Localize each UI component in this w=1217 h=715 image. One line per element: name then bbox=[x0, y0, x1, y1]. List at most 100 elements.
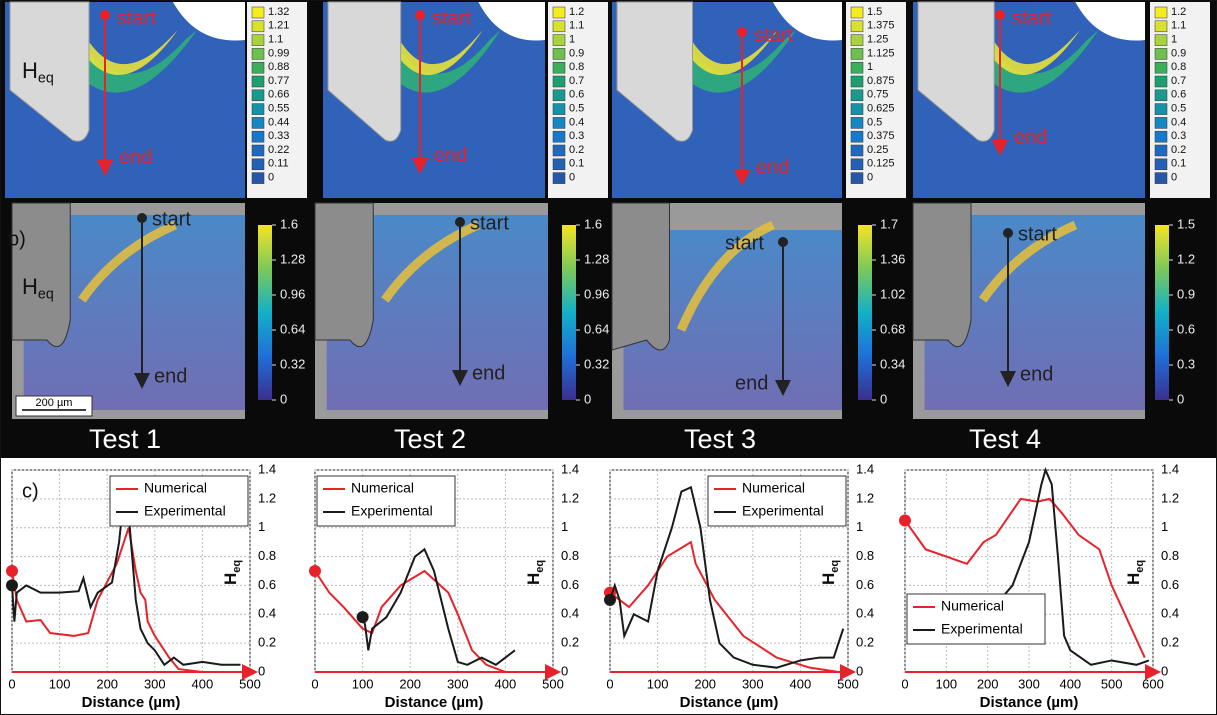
legend-box bbox=[707, 475, 847, 527]
colorbar-swatch bbox=[552, 20, 566, 33]
colorbar bbox=[562, 225, 576, 400]
colorbar-swatch bbox=[251, 172, 265, 184]
colorbar bbox=[858, 225, 872, 400]
y-tick-label: 1 bbox=[856, 519, 863, 534]
colorbar bbox=[1155, 225, 1169, 400]
colorbar-swatch bbox=[850, 6, 864, 19]
start-marker bbox=[309, 565, 321, 577]
data-line bbox=[361, 547, 516, 666]
x-tick-label: 400 bbox=[1059, 676, 1081, 691]
colorbar-tick-label: 0 bbox=[584, 391, 591, 406]
colorbar-swatch bbox=[1154, 61, 1168, 74]
colorbar-swatch bbox=[1154, 34, 1168, 46]
x-tick-label: 300 bbox=[742, 676, 764, 691]
x-tick-label: 0 bbox=[606, 676, 613, 691]
colorbar-tick-label: 1.5 bbox=[1177, 216, 1195, 231]
end-label: end bbox=[472, 362, 505, 384]
start-marker bbox=[6, 579, 18, 592]
colorbar-tick-label: 1.32 bbox=[268, 6, 289, 18]
colorbar-tick-label: 1.36 bbox=[880, 251, 905, 266]
heq-label: Heq bbox=[819, 560, 841, 585]
colorbar-tick-label: 0.75 bbox=[867, 89, 888, 101]
x-tick-label: 200 bbox=[96, 676, 118, 691]
colorbar-tick-label: 0 bbox=[867, 172, 873, 184]
y-tick-label: 1.2 bbox=[1161, 490, 1179, 505]
x-tick-label: 400 bbox=[790, 676, 812, 691]
legend-box bbox=[316, 475, 456, 527]
colorbar-swatch bbox=[850, 158, 864, 171]
x-tick-label: 200 bbox=[977, 676, 999, 691]
colorbar-tick-label: 0.8 bbox=[1171, 61, 1186, 73]
colorbar-tick-label: 0.5 bbox=[569, 103, 584, 115]
colorbar-swatch bbox=[850, 89, 864, 102]
heq-main: H bbox=[221, 573, 240, 585]
x-tick-label: 200 bbox=[694, 676, 716, 691]
colorbar-tick-label: 1.5 bbox=[867, 6, 882, 18]
y-tick-label: 0 bbox=[856, 663, 863, 678]
colorbar bbox=[258, 225, 272, 400]
colorbar-tick-label: 0.32 bbox=[584, 356, 609, 371]
y-tick-label: 0.8 bbox=[258, 548, 276, 563]
x-tick-label: 100 bbox=[935, 676, 957, 691]
y-tick-label: 1.2 bbox=[561, 490, 579, 505]
heq-label: Heq bbox=[524, 560, 546, 585]
heq-label: Heq bbox=[22, 274, 54, 303]
colorbar-swatch bbox=[552, 144, 566, 157]
colorbar-swatch bbox=[1154, 144, 1168, 157]
colorbar-tick-label: 0.44 bbox=[268, 116, 289, 128]
colorbar-swatch bbox=[850, 61, 864, 74]
colorbar-swatch bbox=[552, 158, 566, 171]
cutting-tool bbox=[327, 1, 402, 142]
colorbar-tick-label: 1.2 bbox=[1177, 251, 1195, 266]
colorbar-tick-label: 1.1 bbox=[1171, 20, 1186, 32]
y-tick-label: 0.2 bbox=[561, 635, 579, 650]
start-label: start bbox=[470, 212, 509, 234]
y-tick-label: 1.2 bbox=[258, 490, 276, 505]
scale-bar-box bbox=[15, 395, 93, 417]
heq-sub: eq bbox=[231, 560, 243, 573]
x-tick-label: 300 bbox=[1018, 676, 1040, 691]
y-tick-label: 0.4 bbox=[1161, 606, 1179, 621]
colorbar-tick-label: 1.1 bbox=[268, 34, 283, 46]
y-tick-label: 1.4 bbox=[1161, 461, 1179, 476]
material-boundary bbox=[773, 2, 842, 41]
scale-bar-label: 200 µm bbox=[36, 397, 73, 409]
start-label: start bbox=[754, 24, 793, 46]
colorbar-tick-label: 0 bbox=[1171, 172, 1177, 184]
test-title: Test 1 bbox=[89, 424, 161, 454]
colorbar-swatch bbox=[552, 6, 566, 19]
start-label: start bbox=[1018, 223, 1057, 245]
colorbar-tick-label: 1.2 bbox=[569, 6, 584, 18]
colorbar-tick-label: 0.6 bbox=[569, 89, 584, 101]
end-label: end bbox=[756, 156, 789, 178]
start-label: start bbox=[117, 7, 156, 29]
colorbar-swatch bbox=[251, 20, 265, 33]
colorbar-swatch bbox=[1154, 103, 1168, 115]
start-label: start bbox=[1012, 7, 1051, 29]
colorbar-tick-label: 0.2 bbox=[569, 144, 584, 156]
colorbar-tick-label: 1.28 bbox=[584, 251, 609, 266]
start-marker bbox=[356, 611, 369, 624]
legend-label: Experimental bbox=[351, 503, 433, 519]
path-start bbox=[778, 237, 788, 247]
path-start bbox=[1003, 228, 1013, 238]
y-tick-label: 0.2 bbox=[856, 635, 874, 650]
colorbar-tick-label: 0.4 bbox=[1171, 116, 1186, 128]
cutting-tool bbox=[11, 202, 71, 348]
y-tick-label: 0 bbox=[561, 663, 568, 678]
x-tick-label: 100 bbox=[49, 676, 71, 691]
colorbar-tick-label: 0.68 bbox=[880, 321, 905, 336]
end-label: end bbox=[1014, 126, 1047, 148]
path-start bbox=[100, 10, 110, 20]
colorbar-swatch bbox=[850, 130, 864, 143]
colorbar-swatch bbox=[251, 61, 265, 74]
colorbar-swatch bbox=[552, 75, 566, 88]
colorbar-tick-label: 0.96 bbox=[584, 286, 609, 301]
x-tick-label: 500 bbox=[1101, 676, 1123, 691]
colorbar-swatch bbox=[552, 103, 566, 115]
colorbar-tick-label: 0.3 bbox=[1171, 130, 1186, 142]
colorbar-swatch bbox=[850, 75, 864, 88]
colorbar-tick-label: 0.6 bbox=[1171, 89, 1186, 101]
data-line bbox=[314, 569, 549, 673]
colorbar-tick-label: 0.8 bbox=[569, 61, 584, 73]
